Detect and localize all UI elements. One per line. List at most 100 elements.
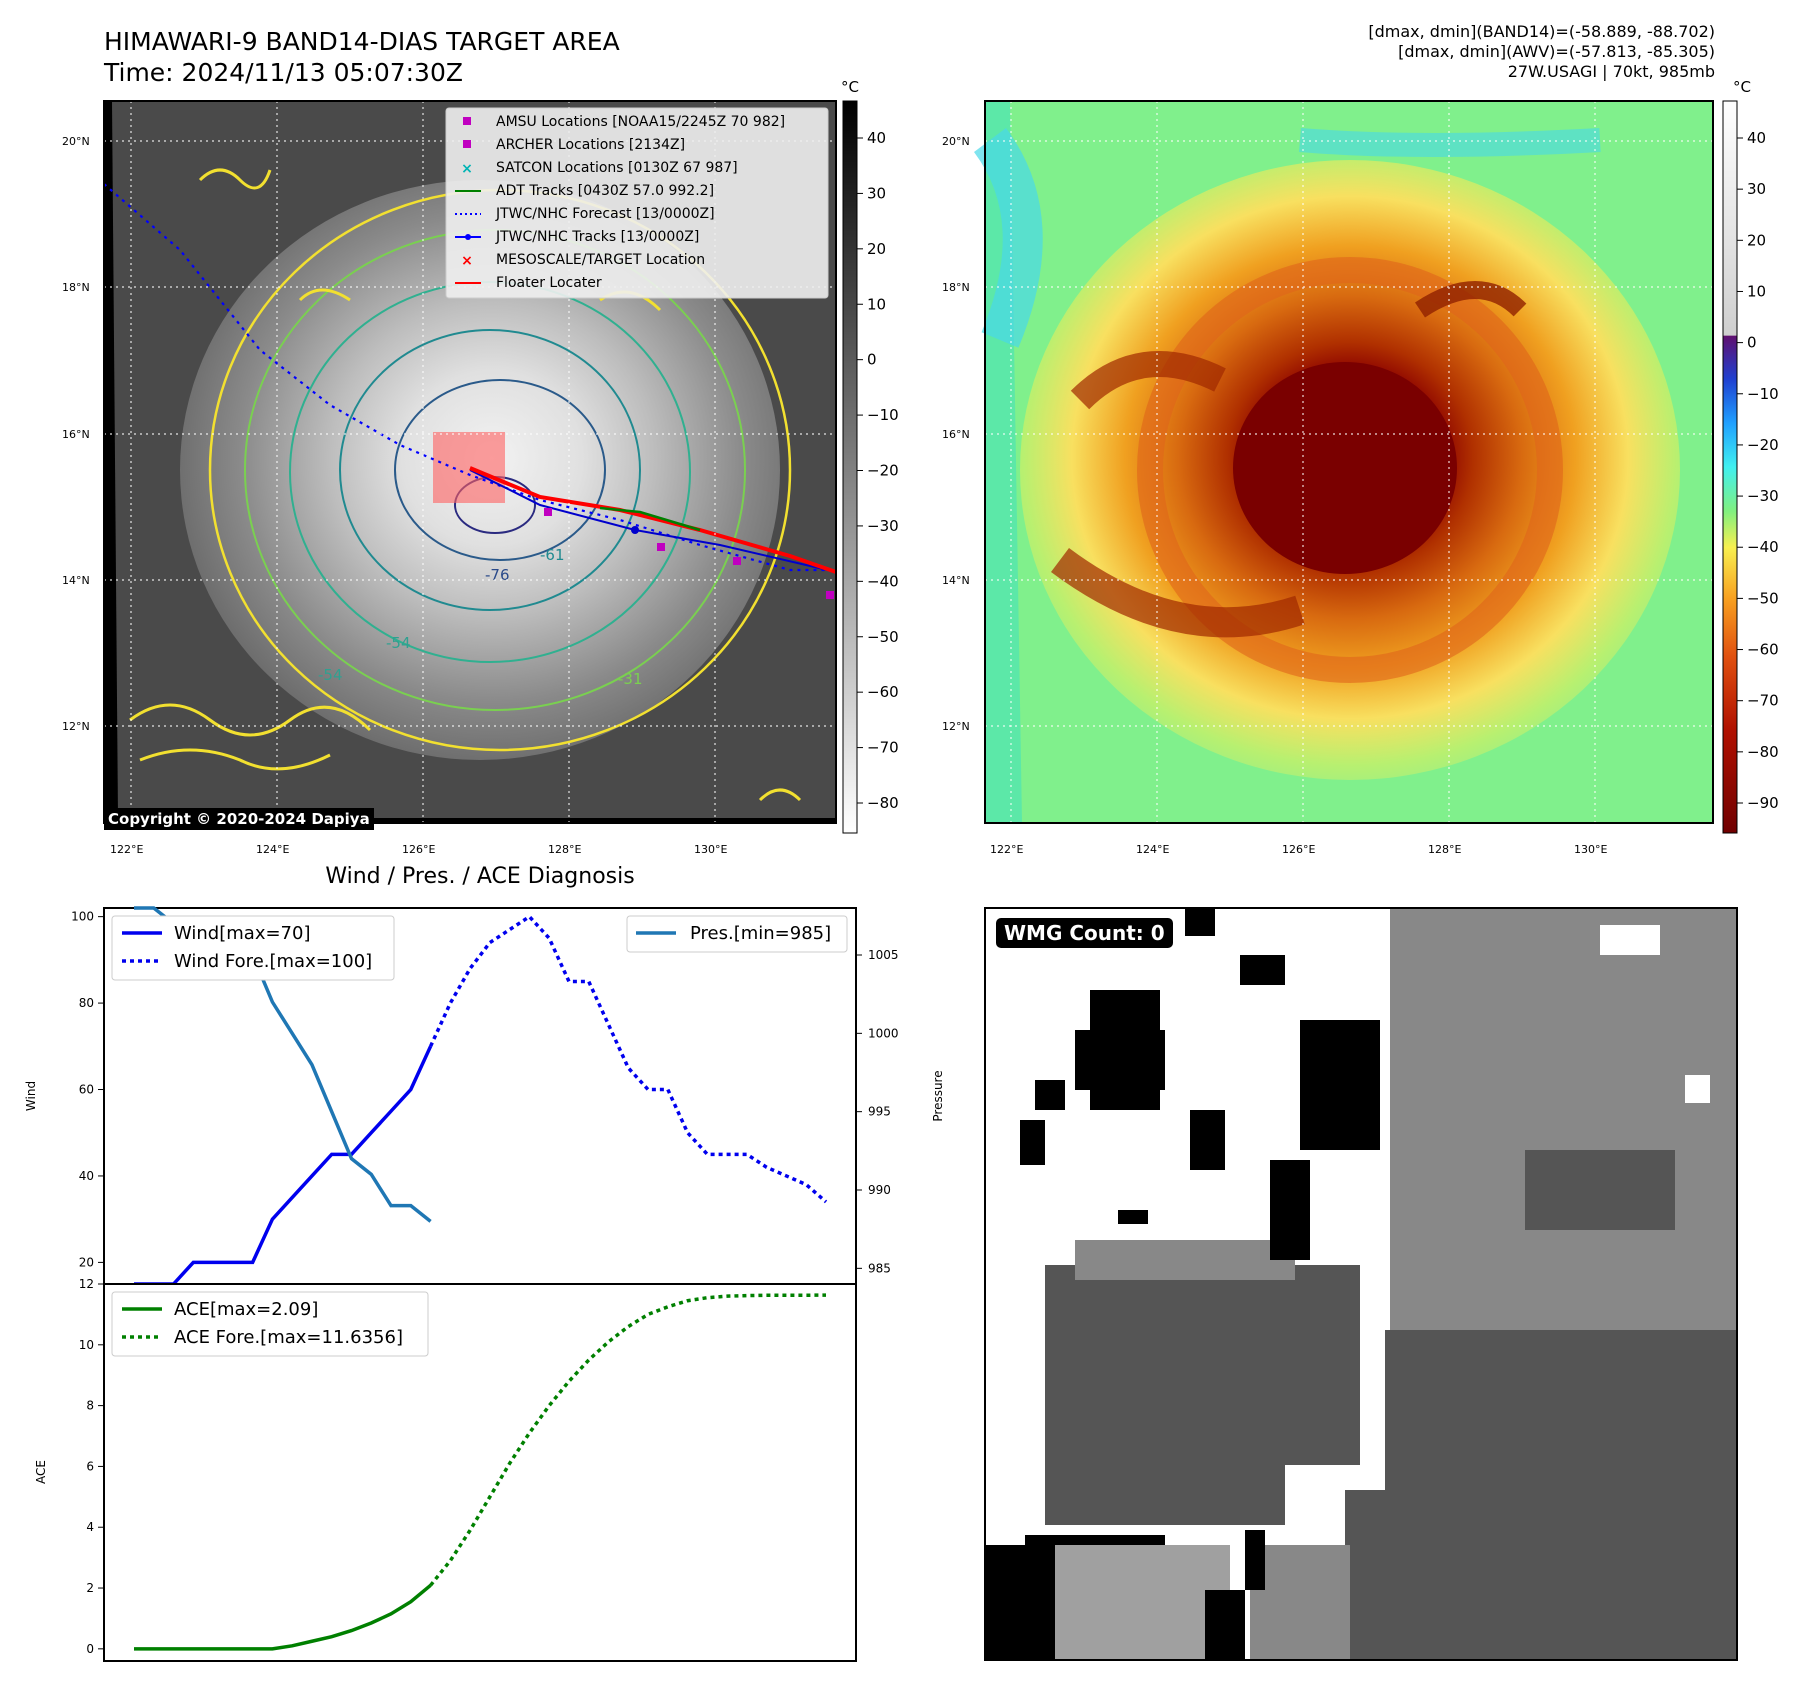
- pressure-ylabel: Pressure: [931, 1070, 945, 1121]
- lat-label-12-r: 12°N: [942, 720, 970, 733]
- color-colorbar-tick-label: −80: [1747, 743, 1779, 761]
- wmg-panel: [984, 907, 1738, 1661]
- color-colorbar-tick-label: 0: [1747, 334, 1757, 352]
- wind-ytick-label: 60: [79, 1083, 94, 1097]
- ace-ytick-label: 0: [86, 1642, 94, 1656]
- diagnosis-title: Wind / Pres. / ACE Diagnosis: [325, 864, 635, 889]
- lon-label-122-r: 122°E: [990, 843, 1023, 856]
- lon-label-124-r: 124°E: [1136, 843, 1169, 856]
- lat-label-12: 12°N: [62, 720, 90, 733]
- gray-colorbar-tick-label: 20: [867, 240, 886, 258]
- gray-colorbar-tick-label: 0: [867, 351, 877, 369]
- wind-ytick-label: 40: [79, 1169, 94, 1183]
- lat-label-16-r: 16°N: [942, 428, 970, 441]
- legend-floater: Floater Locater: [496, 275, 602, 291]
- legend-ace-fore: ACE Fore.[max=11.6356]: [174, 1327, 403, 1348]
- ace-ytick-label: 12: [79, 1277, 94, 1291]
- floater-track: [469, 466, 837, 574]
- lat-label-20: 20°N: [62, 135, 90, 148]
- archer-point-3: [826, 591, 834, 599]
- pressure-ytick-label: 990: [868, 1183, 891, 1197]
- color-colorbar-tick-label: 40: [1747, 129, 1766, 147]
- pressure-ytick-label: 1000: [868, 1026, 899, 1040]
- pressure-ytick-label: 995: [868, 1105, 891, 1119]
- wind-ytick-label: 80: [79, 996, 94, 1010]
- color-colorbar: °C 40 30 20 10 0 −10 −20 −30 −40 −50 −60 −70 −80 −90: [1722, 78, 1779, 834]
- ace-ytick-label: 6: [86, 1459, 94, 1473]
- legend-satcon: SATCON Locations [0130Z 67 987]: [496, 160, 738, 176]
- legend-archer: ARCHER Locations [2134Z]: [496, 137, 685, 153]
- lat-label-18: 18°N: [62, 281, 90, 294]
- gray-colorbar-tick-label: −60: [867, 683, 899, 701]
- wind-ylabel: Wind: [24, 1081, 38, 1111]
- gray-colorbar-tick-label: 10: [867, 295, 886, 313]
- lon-label-124: 124°E: [256, 843, 289, 856]
- lat-label-14: 14°N: [62, 574, 90, 587]
- svg-text:×: ×: [461, 253, 473, 269]
- color-colorbar-tick-label: 20: [1747, 231, 1766, 249]
- color-colorbar-tick-label: −20: [1747, 436, 1779, 454]
- archer-point-2: [733, 557, 741, 565]
- lon-label-122: 122°E: [110, 843, 143, 856]
- gray-colorbar-tick-label: −30: [867, 517, 899, 535]
- color-colorbar-tick-label: −90: [1747, 794, 1779, 812]
- contour-label: -54: [386, 634, 411, 652]
- gray-colorbar-tick-label: −10: [867, 406, 899, 424]
- gray-colorbar-tick-label: −70: [867, 739, 899, 757]
- legend-forecast: JTWC/NHC Forecast [13/0000Z]: [495, 206, 715, 222]
- contour-label: -54: [318, 666, 343, 684]
- jtwc-point: [631, 526, 639, 534]
- legend-amsu: AMSU Locations [NOAA15/2245Z 70 982]: [496, 114, 785, 130]
- ace-ytick-label: 8: [86, 1399, 94, 1413]
- lon-label-128-r: 128°E: [1428, 843, 1461, 856]
- map-legend: × × AMSU Locations [NOAA15/2245Z 70 982]…: [445, 107, 829, 299]
- gray-colorbar-tick-label: 40: [867, 129, 886, 147]
- wind-ytick-label: 20: [79, 1255, 94, 1269]
- legend-pres: Pres.[min=985]: [690, 923, 831, 944]
- ace-series-line-1: [429, 1293, 827, 1587]
- amsu-point: [544, 508, 552, 516]
- lon-label-130-r: 130°E: [1574, 843, 1607, 856]
- lon-label-130: 130°E: [694, 843, 727, 856]
- legend-wind-fore: Wind Fore.[max=100]: [174, 951, 372, 972]
- wmg-count-badge: WMG Count: 0: [996, 918, 1173, 948]
- lat-label-14-r: 14°N: [942, 574, 970, 587]
- pressure-ytick-label: 985: [868, 1261, 891, 1275]
- ace-series-line-0: [134, 1583, 432, 1651]
- lon-label-126-r: 126°E: [1282, 843, 1315, 856]
- color-colorbar-tick-label: −10: [1747, 385, 1779, 403]
- lat-label-18-r: 18°N: [942, 281, 970, 294]
- legend-tracks: JTWC/NHC Tracks [13/0000Z]: [495, 229, 699, 245]
- stats-text: [dmax, dmin](BAND14)=(-58.889, -88.702) …: [1368, 22, 1715, 81]
- ace-ytick-label: 2: [86, 1581, 94, 1595]
- contour-label: -61: [540, 546, 565, 564]
- svg-text:×: ×: [461, 161, 473, 177]
- color-colorbar-tick-label: −70: [1747, 692, 1779, 710]
- contour-label: -76: [485, 566, 510, 584]
- floater-box: [433, 432, 505, 503]
- legend-adt: ADT Tracks [0430Z 57.0 992.2]: [496, 183, 714, 199]
- pressure-ytick-label: 1005: [868, 948, 899, 962]
- lon-label-126: 126°E: [402, 843, 435, 856]
- copyright-badge: Copyright © 2020-2024 Dapiya: [104, 808, 374, 830]
- ace-ytick-label: 4: [86, 1520, 94, 1534]
- ace-ylabel: ACE: [34, 1460, 48, 1484]
- color-colorbar-tick-label: −30: [1747, 487, 1779, 505]
- gray-colorbar-tick-label: −80: [867, 794, 899, 812]
- lat-label-20-r: 20°N: [942, 135, 970, 148]
- gray-colorbar: °C 40 30 20 10 0 −10 −20 −30 −40 −50 −60 −70 −80: [841, 78, 899, 834]
- forecast-track: [103, 183, 836, 572]
- color-colorbar-tick-label: −60: [1747, 641, 1779, 659]
- color-colorbar-tick-label: 10: [1747, 282, 1766, 300]
- lon-label-128: 128°E: [548, 843, 581, 856]
- legend-ace: ACE[max=2.09]: [174, 1299, 318, 1320]
- ir-color-map: [973, 100, 1714, 824]
- archer-point: [657, 543, 665, 551]
- contour-label: -31: [618, 670, 643, 688]
- adt-track: [599, 506, 701, 532]
- color-colorbar-unit: °C: [1733, 78, 1751, 96]
- wind-ytick-label: 100: [71, 910, 94, 924]
- color-colorbar-tick-label: −40: [1747, 538, 1779, 556]
- color-colorbar-tick-label: −50: [1747, 589, 1779, 607]
